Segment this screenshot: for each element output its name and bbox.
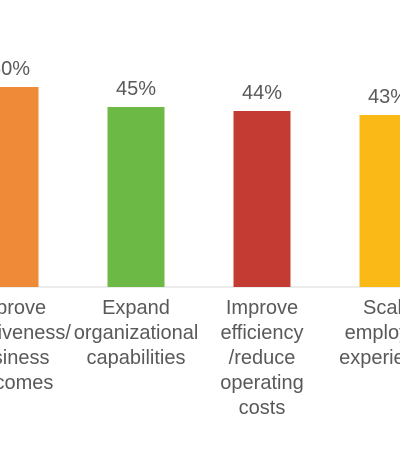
x-tick-label: /reduce bbox=[229, 347, 296, 369]
x-tick-label: efficiency bbox=[220, 322, 303, 344]
x-tick-label: Improve bbox=[0, 297, 46, 319]
x-tick-label: employee bbox=[345, 322, 400, 344]
x-tick-label: Expand bbox=[102, 297, 170, 319]
value-label: 44% bbox=[242, 82, 282, 104]
x-tick-label: capabilities bbox=[87, 347, 186, 369]
x-tick-label: Improve bbox=[226, 297, 298, 319]
value-label: 45% bbox=[116, 78, 156, 100]
x-tick-label: effectiveness/ bbox=[0, 322, 71, 344]
bar bbox=[107, 107, 165, 287]
bar bbox=[233, 111, 291, 287]
value-label: 43% bbox=[368, 86, 400, 108]
x-tick-label: organizational bbox=[74, 322, 199, 344]
bar bbox=[359, 115, 400, 287]
value-label: 50% bbox=[0, 58, 30, 80]
x-tick-label: costs bbox=[239, 397, 286, 419]
x-tick-label: outcomes bbox=[0, 372, 53, 394]
bar bbox=[0, 87, 39, 287]
x-tick-label: business bbox=[0, 347, 49, 369]
x-tick-label: operating bbox=[220, 372, 303, 394]
x-tick-label: experience bbox=[339, 347, 400, 369]
